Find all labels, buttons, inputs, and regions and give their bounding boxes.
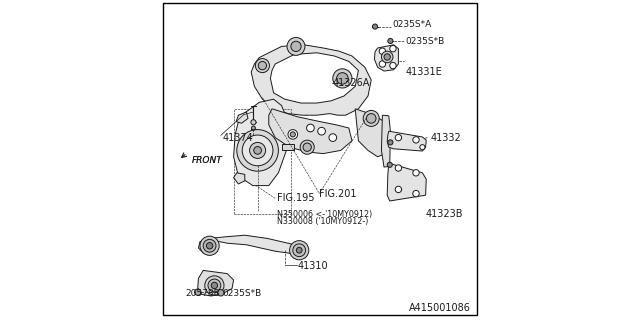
Text: A415001086: A415001086 — [408, 303, 470, 313]
Text: 41374: 41374 — [223, 132, 253, 143]
Circle shape — [413, 170, 419, 176]
Polygon shape — [198, 270, 234, 296]
Circle shape — [206, 243, 212, 249]
Circle shape — [290, 132, 295, 137]
Text: FIG.195: FIG.195 — [277, 193, 314, 204]
Circle shape — [364, 110, 380, 126]
Text: N330008 ('10MY0912-): N330008 ('10MY0912-) — [277, 217, 368, 226]
Text: 0235S*B: 0235S*B — [405, 37, 444, 46]
Polygon shape — [355, 109, 387, 157]
Text: 41332: 41332 — [430, 132, 461, 143]
Circle shape — [307, 124, 314, 132]
Circle shape — [413, 137, 419, 143]
Circle shape — [288, 130, 298, 139]
Circle shape — [218, 290, 224, 296]
Circle shape — [208, 279, 221, 292]
Text: 41323B: 41323B — [426, 209, 463, 220]
Circle shape — [300, 140, 314, 154]
Circle shape — [254, 147, 262, 154]
Text: 0235S*B: 0235S*B — [223, 289, 262, 298]
Circle shape — [390, 45, 396, 52]
Circle shape — [379, 48, 385, 54]
Circle shape — [384, 54, 390, 60]
Circle shape — [379, 61, 385, 67]
Polygon shape — [374, 45, 398, 71]
Circle shape — [390, 62, 396, 69]
Polygon shape — [236, 112, 248, 123]
Circle shape — [289, 241, 309, 260]
Circle shape — [333, 69, 352, 88]
Circle shape — [387, 162, 392, 167]
Circle shape — [388, 140, 393, 145]
Circle shape — [396, 186, 402, 193]
Polygon shape — [381, 115, 390, 167]
Circle shape — [204, 239, 216, 252]
Circle shape — [337, 73, 348, 84]
Circle shape — [388, 38, 393, 44]
Circle shape — [329, 134, 337, 141]
Circle shape — [211, 282, 218, 289]
Circle shape — [303, 143, 312, 151]
Circle shape — [372, 24, 378, 29]
Text: 41326A: 41326A — [333, 78, 370, 88]
Polygon shape — [198, 235, 302, 254]
Circle shape — [318, 127, 326, 135]
Circle shape — [296, 247, 302, 253]
Circle shape — [243, 135, 273, 166]
Circle shape — [195, 289, 201, 295]
Circle shape — [200, 236, 219, 255]
Polygon shape — [387, 131, 426, 151]
Circle shape — [251, 120, 256, 125]
Text: 0235S*A: 0235S*A — [392, 20, 431, 28]
Polygon shape — [251, 45, 371, 115]
Text: FIG.201: FIG.201 — [319, 188, 357, 199]
Circle shape — [413, 190, 419, 197]
Circle shape — [255, 59, 269, 73]
Circle shape — [237, 130, 278, 171]
Polygon shape — [387, 163, 426, 201]
Circle shape — [292, 244, 306, 257]
Circle shape — [396, 165, 402, 171]
Text: N350006 <-'10MY0912): N350006 <-'10MY0912) — [277, 210, 372, 219]
Text: 20578B: 20578B — [186, 289, 220, 298]
Polygon shape — [282, 144, 294, 150]
Circle shape — [258, 61, 267, 70]
Circle shape — [205, 276, 224, 295]
Circle shape — [381, 51, 393, 63]
Text: 41310: 41310 — [298, 260, 328, 271]
Polygon shape — [234, 173, 245, 184]
Text: FRONT: FRONT — [191, 156, 222, 165]
Circle shape — [252, 126, 255, 130]
Circle shape — [287, 37, 305, 55]
Polygon shape — [270, 53, 358, 103]
Text: FRONT: FRONT — [191, 156, 222, 165]
Circle shape — [396, 134, 402, 141]
Polygon shape — [234, 99, 288, 186]
Circle shape — [367, 114, 376, 123]
Circle shape — [291, 41, 301, 52]
Circle shape — [420, 145, 425, 150]
Circle shape — [250, 142, 266, 158]
Text: 41331E: 41331E — [405, 67, 442, 77]
Polygon shape — [269, 109, 352, 154]
